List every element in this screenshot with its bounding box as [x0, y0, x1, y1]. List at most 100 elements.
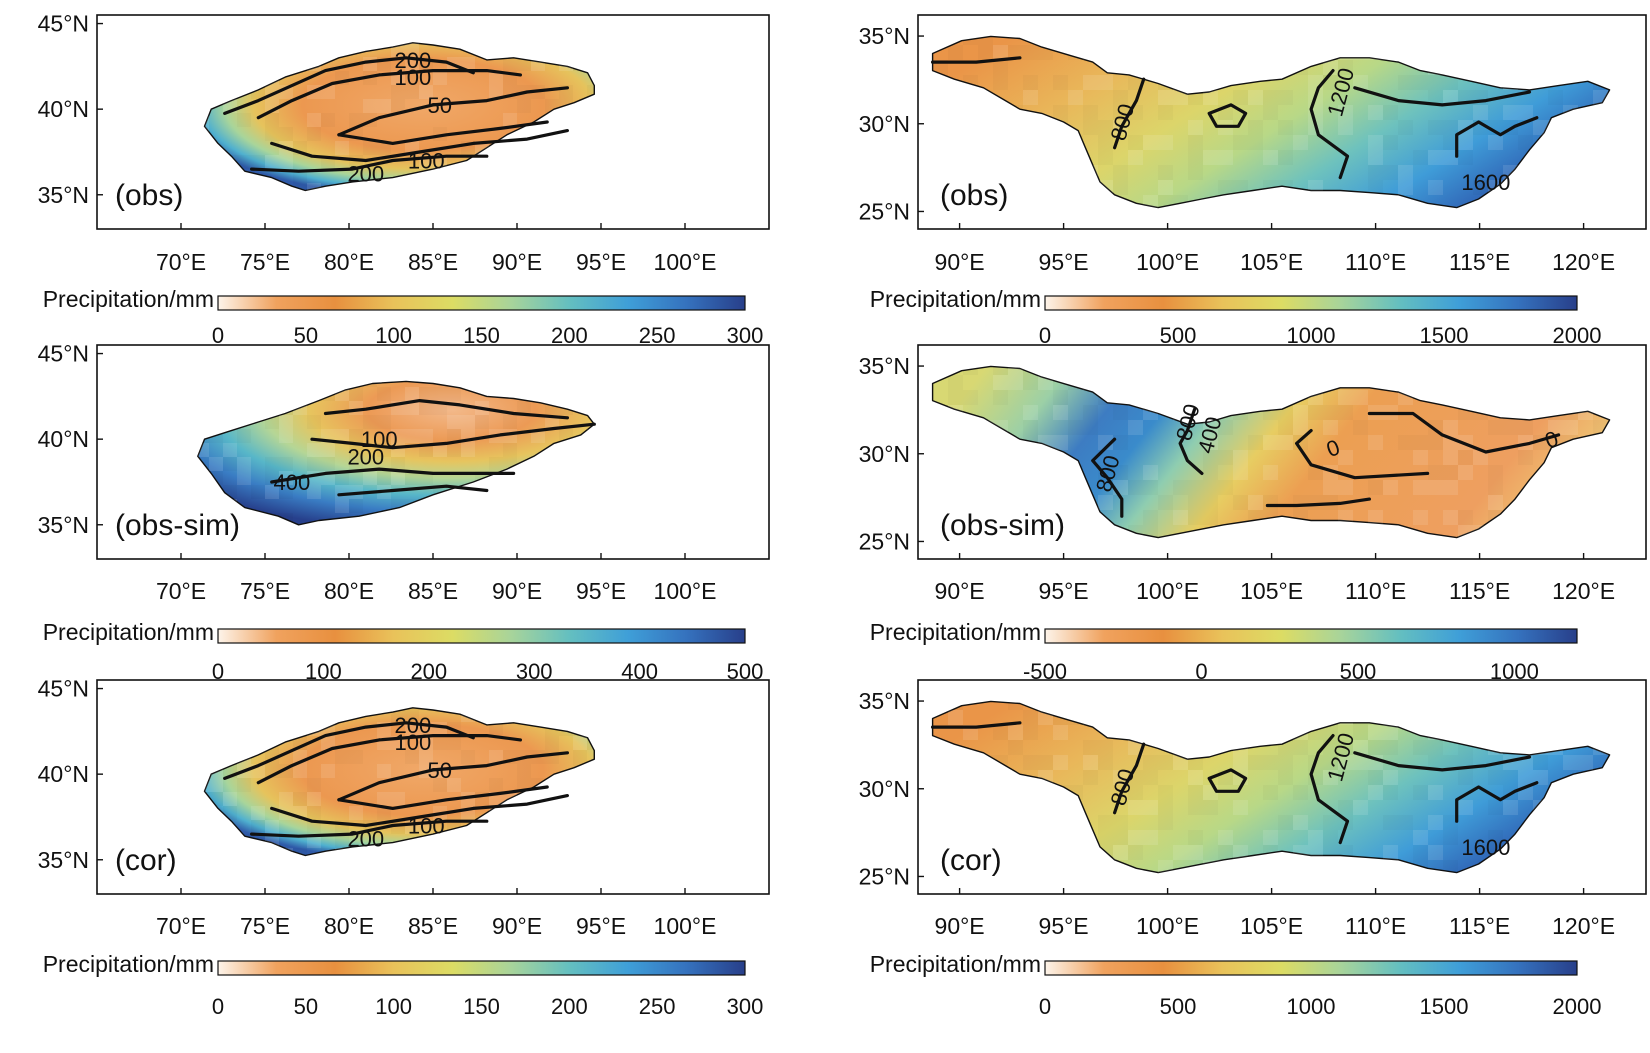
contour-line — [1091, 437, 1124, 518]
panel-label: (obs-sim) — [115, 509, 240, 542]
contour-line — [1207, 103, 1248, 128]
yangtze-basin-region — [931, 365, 1611, 539]
lon-tick-label: 90°E — [492, 249, 542, 275]
colorbar-tick-label: 500 — [1160, 994, 1197, 1019]
lon-tick-label: 85°E — [408, 913, 458, 939]
yangtze-basin-region — [931, 35, 1611, 209]
lat-tick-label: 35°N — [38, 512, 89, 538]
lon-tick-label: 90°E — [935, 913, 985, 939]
colorbar-frame — [1044, 295, 1578, 311]
colorbar-title: Precipitation/mm — [43, 286, 214, 312]
contour-line — [1367, 411, 1561, 454]
contour-line — [1295, 429, 1430, 480]
colorbar-tick-label: 2000 — [1553, 994, 1602, 1019]
lon-tick-label: 115°E — [1449, 578, 1510, 604]
lon-tick-label: 110°E — [1345, 913, 1406, 939]
lon-tick-label: 95°E — [576, 249, 626, 275]
lon-tick-label: 95°E — [576, 578, 626, 604]
contour-line — [1353, 86, 1532, 107]
panel-label: (cor) — [940, 844, 1002, 877]
lat-tick-label: 25°N — [859, 198, 910, 224]
lon-tick-label: 105°E — [1240, 249, 1303, 275]
contour-line — [256, 69, 522, 120]
colorbar-tick-label: 2000 — [1553, 323, 1602, 348]
lon-tick-label: 85°E — [408, 249, 458, 275]
contour-line — [337, 484, 489, 497]
lon-tick-label: 120°E — [1552, 578, 1615, 604]
lon-tick-label: 105°E — [1240, 578, 1303, 604]
colorbar — [1045, 629, 1577, 643]
lat-tick-label: 45°N — [38, 676, 89, 702]
lon-tick-label: 90°E — [935, 249, 985, 275]
lon-tick-label: 85°E — [408, 578, 458, 604]
contour-line — [1265, 497, 1371, 508]
colorbar — [218, 296, 745, 310]
colorbar-frame — [217, 295, 746, 311]
lat-tick-label: 40°N — [38, 96, 89, 122]
contour-label: 100 — [394, 65, 431, 90]
colorbar-tick-label: 500 — [1160, 323, 1197, 348]
contour-line — [1455, 781, 1539, 823]
colorbar-title: Precipitation/mm — [870, 619, 1041, 645]
lon-tick-label: 70°E — [156, 913, 206, 939]
lon-tick-label: 95°E — [576, 913, 626, 939]
lat-tick-label: 25°N — [859, 863, 910, 889]
contour-line — [337, 86, 569, 137]
contour-label: 200 — [347, 826, 384, 851]
lat-tick-label: 30°N — [859, 111, 910, 137]
lon-tick-label: 105°E — [1240, 913, 1303, 939]
yangtze-basin-region — [931, 700, 1611, 874]
lon-tick-label: 120°E — [1552, 913, 1615, 939]
colorbar-tick-label: 50 — [294, 994, 318, 1019]
panel-label: (cor) — [115, 844, 177, 877]
colorbar-frame — [217, 960, 746, 976]
colorbar-title: Precipitation/mm — [870, 951, 1041, 977]
lat-tick-label: 30°N — [859, 441, 910, 467]
lat-tick-label: 45°N — [38, 341, 89, 367]
lon-tick-label: 95°E — [1039, 913, 1089, 939]
lon-tick-label: 70°E — [156, 578, 206, 604]
colorbar-tick-label: 250 — [639, 994, 676, 1019]
lon-tick-label: 95°E — [1039, 249, 1089, 275]
contour-label: 100 — [394, 730, 431, 755]
lon-tick-label: 115°E — [1449, 913, 1510, 939]
lon-tick-label: 90°E — [492, 578, 542, 604]
contour-label: 50 — [427, 93, 451, 118]
contour-line — [1309, 734, 1350, 845]
contour-label: 200 — [394, 713, 431, 738]
lat-tick-label: 35°N — [38, 182, 89, 208]
contour-label: 1600 — [1461, 170, 1510, 195]
colorbar — [218, 961, 745, 975]
contour-label: 1600 — [1461, 835, 1510, 860]
colorbar-tick-label: 250 — [639, 323, 676, 348]
contour-line — [931, 56, 1022, 64]
colorbar-tick-label: 300 — [727, 994, 764, 1019]
lon-tick-label: 100°E — [1136, 913, 1199, 939]
colorbar-tick-label: 0 — [1195, 659, 1207, 684]
lon-tick-label: 75°E — [240, 913, 290, 939]
contour-line — [310, 422, 596, 450]
lon-tick-label: 95°E — [1039, 578, 1089, 604]
lon-tick-label: 100°E — [654, 249, 717, 275]
colorbar-tick-label: 0 — [212, 659, 224, 684]
lat-tick-label: 30°N — [859, 776, 910, 802]
lon-tick-label: 100°E — [654, 578, 717, 604]
contour-line — [931, 721, 1022, 729]
colorbar-tick-label: 1500 — [1420, 323, 1469, 348]
lon-tick-label: 80°E — [324, 578, 374, 604]
panel-label: (obs-sim) — [940, 509, 1065, 542]
colorbar-tick-label: 150 — [463, 994, 500, 1019]
panel-label: (obs) — [115, 179, 183, 212]
colorbar-tick-label: 300 — [727, 323, 764, 348]
contour-line — [270, 467, 516, 484]
lon-tick-label: 90°E — [492, 913, 542, 939]
contour-label: 50 — [427, 758, 451, 783]
lat-tick-label: 35°N — [859, 23, 910, 49]
colorbar-frame — [1044, 960, 1578, 976]
contour-line — [270, 794, 569, 828]
contour-line — [1309, 69, 1350, 180]
colorbar-title: Precipitation/mm — [43, 619, 214, 645]
